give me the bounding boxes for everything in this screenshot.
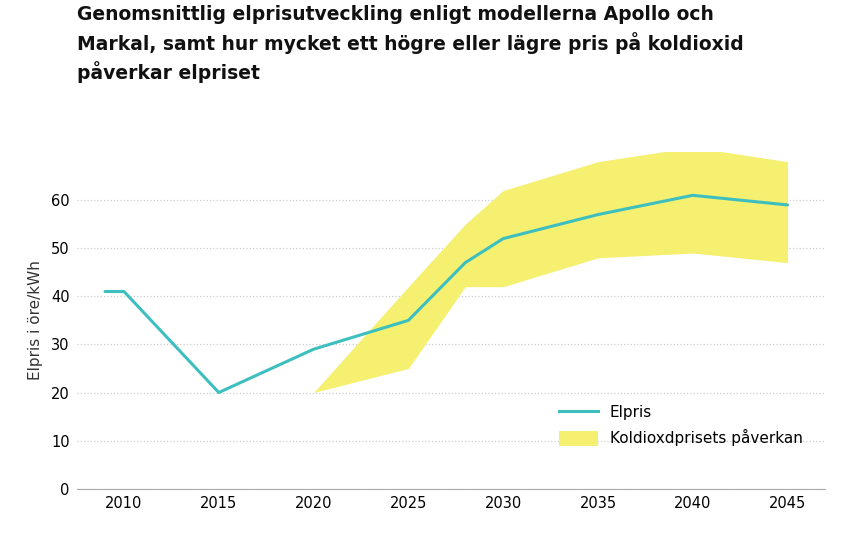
Text: Genomsnittlig elprisutveckling enligt modellerna Apollo och
Markal, samt hur myc: Genomsnittlig elprisutveckling enligt mo…	[77, 5, 743, 83]
Y-axis label: Elpris i öre/kWh: Elpris i öre/kWh	[27, 261, 43, 380]
Legend: Elpris, Koldioxdprisets påverkan: Elpris, Koldioxdprisets påverkan	[551, 397, 810, 454]
